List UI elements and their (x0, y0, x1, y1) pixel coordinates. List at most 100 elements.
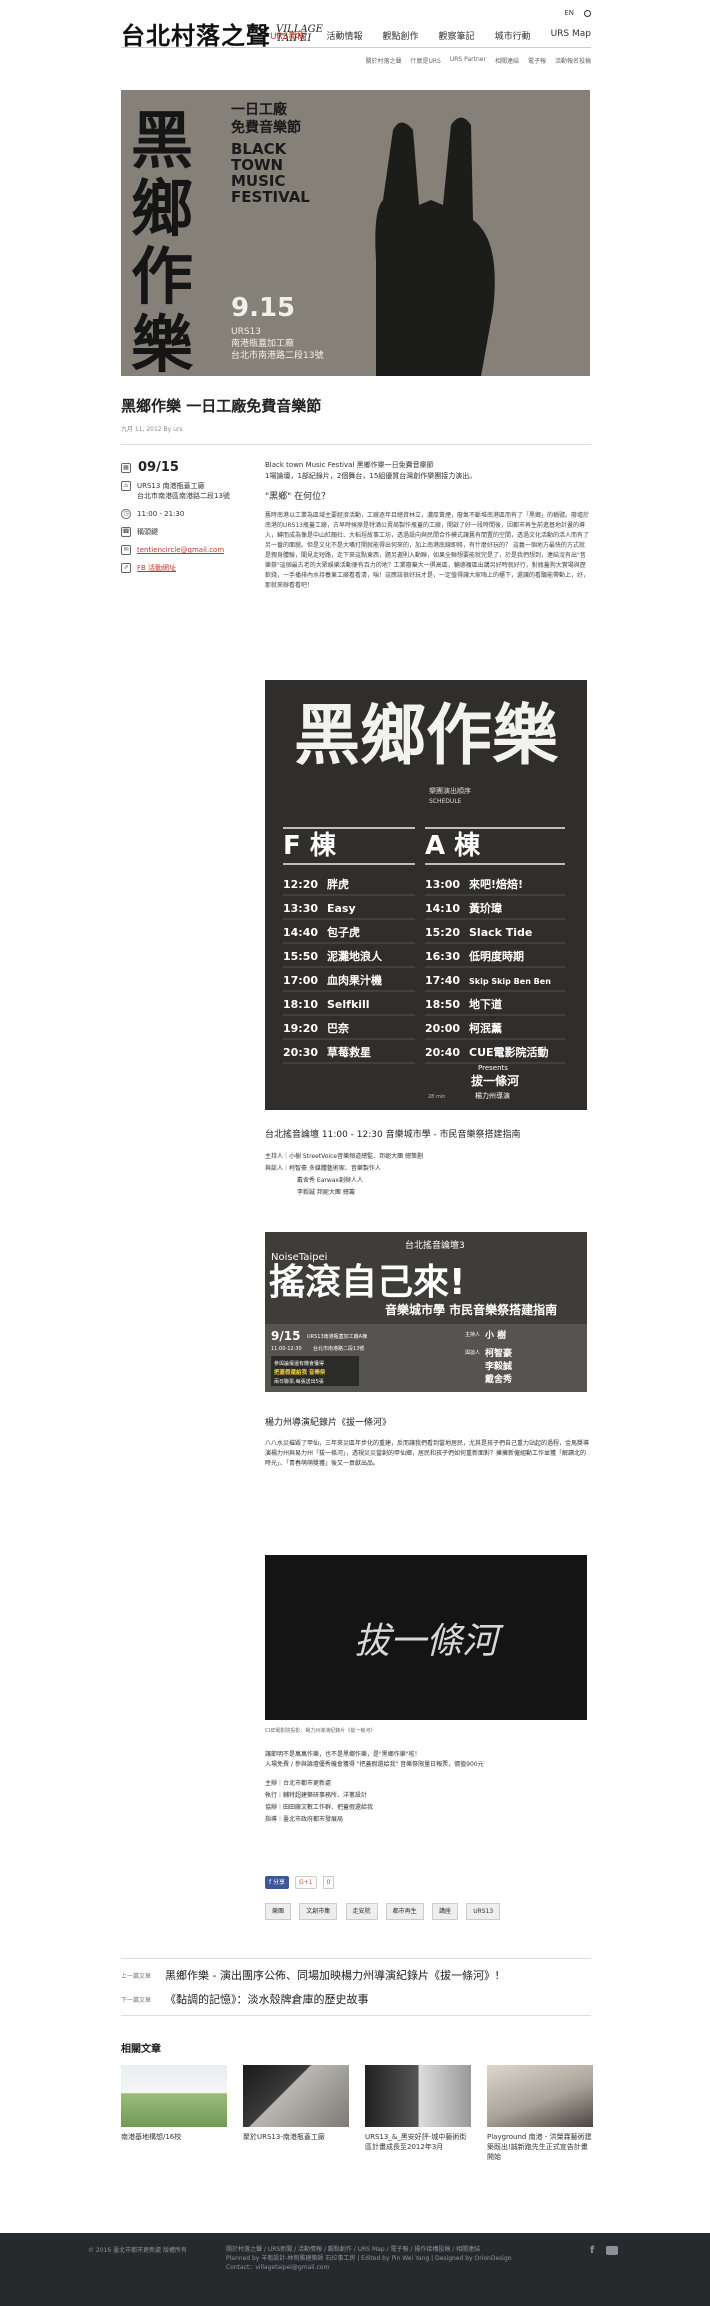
tag-list: 樂團 文創市集 走安院 都市再生 講座 URS13 (265, 1903, 590, 1920)
nav-notes[interactable]: 觀察筆記 (438, 32, 475, 42)
noise-addr: 台北市南港路二段13號 (313, 1345, 364, 1352)
subnav-submit[interactable]: 活動報名投稿 (554, 58, 591, 65)
facebook-icon: f (269, 1879, 274, 1886)
hero-date: 9.15 (231, 293, 295, 323)
subnav-links[interactable]: 相關連結 (494, 58, 519, 65)
sub-nav: 關於村落之聲 什麼是URS URS Partner 相關連結 電子報 活動報名投… (365, 56, 591, 65)
gplus-button[interactable]: G+1 (295, 1876, 317, 1889)
link-icon: ⇗ (121, 563, 131, 573)
event-fb[interactable]: ⇗ FB 活動網址 (121, 563, 251, 573)
a-act-4: Skip Skip Ben Ben (469, 977, 551, 986)
related-item[interactable]: 南港基地構想/16校 (121, 2065, 227, 2162)
subnav-what-is-urs[interactable]: 什麼是URS (410, 58, 441, 65)
hero-char-1: 黑 (131, 104, 193, 177)
noise-date: 9/15 (271, 1329, 300, 1343)
footer-copyright: © 2016 臺北市都市更新處 版權所有 (88, 2247, 187, 2254)
tag-urban-renewal[interactable]: 都市再生 (385, 1903, 424, 1920)
a-act-5: 地下道 (469, 997, 502, 1011)
related-item[interactable]: URS13_&_黑安好評-城中藝術街區計畫成長至2012年3月 (365, 2065, 471, 2162)
f-time-3: 15:50 (283, 950, 318, 963)
documentary-still: 拔一條河 (265, 1555, 587, 1720)
next-post[interactable]: 下一篇文章 《黏調的記憶》：淡水殼牌倉庫的歷史故事 (121, 1991, 369, 2007)
facebook-share-button[interactable]: f 分享 (265, 1876, 290, 1889)
prev-post[interactable]: 上一篇文章 黑鄉作樂 - 演出團序公佈、同場加映楊力州導演紀錄片《拔一條河》! (121, 1967, 499, 1983)
subnav-partner[interactable]: URS Partner (449, 56, 486, 63)
noise-tag2: 把蓋假還給我 音樂祭 (274, 1368, 326, 1376)
tag-band[interactable]: 樂團 (265, 1903, 292, 1920)
a-act-2: Slack Tide (469, 926, 532, 939)
nav-urs-news[interactable]: URS新聞 (269, 32, 307, 42)
closing-2: 入場免費 / 參與論壇優秀機會獲得 "把蓋假還給我" 音樂祭限量日報票，價值90… (265, 1761, 484, 1768)
documentary-title: 楊力州導演紀錄片《拔一條河》 (265, 1418, 392, 1428)
site-footer: © 2016 臺北市都市更新處 版權所有 關於村落之聲 / URS新聞 / 活動… (0, 2233, 710, 2306)
a-time-5: 18:50 (425, 998, 460, 1011)
related-item[interactable]: 聚於URS13-南港瓶蓋工廠 (243, 2065, 349, 2162)
a-time-3: 16:30 (425, 950, 460, 963)
main-nav: URS新聞 活動情報 觀點創作 觀察筆記 城市行動 URS Map (270, 29, 591, 42)
noise-tag3: 兩日聯票,每張送出5張 (274, 1378, 324, 1385)
tag-lecture[interactable]: 講座 (432, 1903, 459, 1920)
event-date: ▦ 09/15 (121, 460, 251, 475)
event-contact: ☎ 稱頭鍵 (121, 527, 158, 537)
youtube-icon[interactable] (606, 2246, 618, 2255)
forum-title: 台北搖音論壇 11:00 - 12:30 音樂城市學 - 市民音樂祭搭建指南 (265, 1130, 521, 1140)
nav-views[interactable]: 觀點創作 (382, 32, 419, 42)
schedule-title: 黑鄉作樂 (294, 696, 559, 774)
section-question: "黑鄉" 在何位？ (265, 492, 331, 502)
subnav-newsletter[interactable]: 電子報 (527, 58, 546, 65)
postnav-divider-bottom (121, 2015, 591, 2016)
tag-market[interactable]: 文創市集 (299, 1903, 338, 1920)
a-act-7: CUE電影院活動 (469, 1045, 549, 1059)
noise-big: 搖滾自己來! (269, 1262, 465, 1303)
credit-supervisor: 指導｜臺北市政府都市發展局 (265, 1816, 344, 1823)
schedule-note: 28 min (428, 1094, 445, 1100)
tag-zouanyuan[interactable]: 走安院 (345, 1903, 378, 1920)
search-icon[interactable] (584, 9, 591, 17)
nav-urs-map[interactable]: URS Map (550, 29, 591, 39)
next-post-link[interactable]: 《黏調的記憶》：淡水殼牌倉庫的歷史故事 (165, 1993, 369, 2006)
hero-en3: MUSIC (231, 172, 286, 190)
a-time-0: 13:00 (425, 878, 460, 891)
site-logo[interactable]: 台北村落之聲 VILLAGE TAIPEI (121, 16, 323, 51)
article-intro: Black town Music Festival 黑鄉作樂一日免費音樂節 1場… (265, 460, 590, 591)
clock-icon: ◷ (121, 509, 131, 519)
tag-urs13[interactable]: URS13 (466, 1903, 501, 1920)
f-act-1: Easy (327, 902, 356, 915)
footer-credits: Planned by 羊衛設計-林明雅建築師 石拉事工房 | Edited by… (226, 2255, 512, 2262)
lang-switch[interactable]: EN (564, 9, 574, 17)
documentary-body: 八八水災摧毀了甲仙，三年來災區年步化的重建，反而讓我們看到當地居民，尤其是孩子們… (265, 1440, 590, 1467)
hero-place3: 台北市南港路二段13號 (231, 349, 323, 361)
noise-head: 台北搖音論壇3 (405, 1239, 465, 1251)
forum-host: 主持人｜小樹 StreetVoice音樂頻道總監、邦妮大團 總策劃 (265, 1153, 424, 1160)
calendar-icon: ▦ (121, 462, 131, 473)
related-item[interactable]: Playground 南港 - 洪榮霖藝術建築既出!誠新跑先生正式宣告計畫開始 (487, 2065, 593, 2162)
a-act-1: 黃玠瑋 (468, 901, 502, 915)
schedule-sub2: SCHEDULE (429, 798, 462, 805)
title-divider (121, 444, 591, 445)
event-email[interactable]: ✉ tentiencircle@gmail.com (121, 545, 251, 555)
related-thumb (487, 2065, 593, 2127)
footer-link-list[interactable]: 關於村落之聲 / URS新聞 / 活動情報 / 觀點創作 / URS Map /… (226, 2246, 481, 2253)
credit-co-organizer: 協辦｜田田廠文數工作群、把蓋假還給我 (265, 1804, 374, 1811)
hero-place2: 南港瓶蓋加工廠 (231, 337, 294, 349)
subnav-about[interactable]: 關於村落之聲 (365, 58, 402, 65)
article-title: 黑鄉作樂 一日工廠免費音樂節 (121, 397, 322, 415)
a-time-2: 15:20 (425, 926, 460, 939)
nav-events[interactable]: 活動情報 (326, 32, 363, 42)
hero-poster: 黑 鄉 作 樂 一日工廠 免費音樂節 BLACK TOWN MUSIC FEST… (121, 90, 590, 376)
related-title: 相關文章 (121, 2044, 161, 2055)
f-time-4: 17:00 (283, 974, 318, 987)
article-meta: 九月 11, 2012 By urs (121, 426, 183, 433)
logo-chinese: 台北村落之聲 (121, 21, 271, 50)
facebook-icon[interactable]: f (590, 2245, 595, 2256)
closing-1: 讓節明不是萬萬作樂，也不是黑鄉作樂，是"黑鄉作樂"啦！ (265, 1751, 421, 1758)
nav-actions[interactable]: 城市行動 (494, 32, 531, 42)
forum-poster: NoiseTaipei 台北搖音論壇3 搖滾自己來! 音樂城市學 市民音樂祭搭建… (265, 1232, 587, 1392)
forum-panel-2: 戴舍秀 Earwax創辦人人 (297, 1177, 363, 1184)
prev-post-link[interactable]: 黑鄉作樂 - 演出團序公佈、同場加映楊力州導演紀錄片《拔一條河》! (165, 1969, 500, 1982)
f-time-7: 20:30 (283, 1046, 318, 1059)
related-thumb (243, 2065, 349, 2127)
phone-icon: ☎ (121, 527, 131, 537)
footer-links: 關於村落之聲 / URS新聞 / 活動情報 / 觀點創作 / URS Map /… (226, 2245, 512, 2272)
article-body: 舊時南港以工業為區域主要經濟活動，工廠逐年且總資林立，濃厚黃煙，廢氣不斷堆南港區… (265, 512, 590, 589)
